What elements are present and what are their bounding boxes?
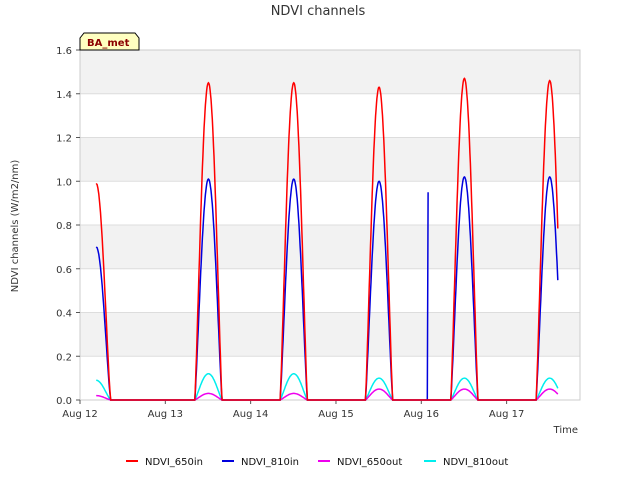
y-tick-label: 1.2 <box>56 134 72 145</box>
x-tick-label: Aug 14 <box>233 409 268 420</box>
x-tick-label: Aug 13 <box>148 409 183 420</box>
band <box>80 50 580 94</box>
series-line-ndvi_650out <box>96 388 559 401</box>
legend-label: NDVI_810out <box>443 457 508 468</box>
legend-label: NDVI_650out <box>337 457 402 468</box>
x-tick-label: Aug 16 <box>404 409 439 420</box>
series-line-ndvi_650in <box>95 77 559 401</box>
y-axis-ticks: 0.0 0.2 0.4 0.6 0.8 1.0 1.2 1.4 1.6 <box>56 46 80 407</box>
badge-box <box>79 32 140 51</box>
band <box>80 312 580 357</box>
band <box>80 225 580 269</box>
background-bands <box>80 50 580 357</box>
x-tick-label: Aug 15 <box>318 409 353 420</box>
band <box>80 137 580 182</box>
x-axis-ticks: Aug 12 Aug 13 Aug 14 Aug 15 Aug 16 Aug 17 <box>62 400 524 420</box>
y-tick-label: 1.0 <box>56 177 72 188</box>
site-badge: BA_met <box>79 32 140 51</box>
x-axis-label: Time <box>553 425 578 436</box>
badge-label: BA_met <box>87 38 130 49</box>
y-tick-label: 1.6 <box>56 46 72 57</box>
x-tick-label: Aug 12 <box>62 409 97 420</box>
series-line-ndvi_810in <box>95 175 559 401</box>
y-tick-label: 0.2 <box>56 352 72 363</box>
legend-label: NDVI_810in <box>241 457 299 468</box>
y-tick-label: 0.4 <box>56 309 72 320</box>
series-line-ndvi_810out <box>96 373 559 401</box>
legend-label: NDVI_650in <box>145 457 203 468</box>
chart-title: NDVI channels <box>271 4 366 19</box>
y-tick-label: 0.6 <box>56 265 72 276</box>
y-tick-label: 0.0 <box>56 396 72 407</box>
legend: NDVI_650in NDVI_810in NDVI_650out NDVI_810o… <box>126 457 508 468</box>
series-lines <box>95 77 559 401</box>
y-tick-label: 1.4 <box>56 90 72 101</box>
x-tick-label: Aug 17 <box>489 409 524 420</box>
y-axis-label: NDVI channels (W/m2/nm) <box>10 160 21 293</box>
y-tick-label: 0.8 <box>56 221 72 232</box>
